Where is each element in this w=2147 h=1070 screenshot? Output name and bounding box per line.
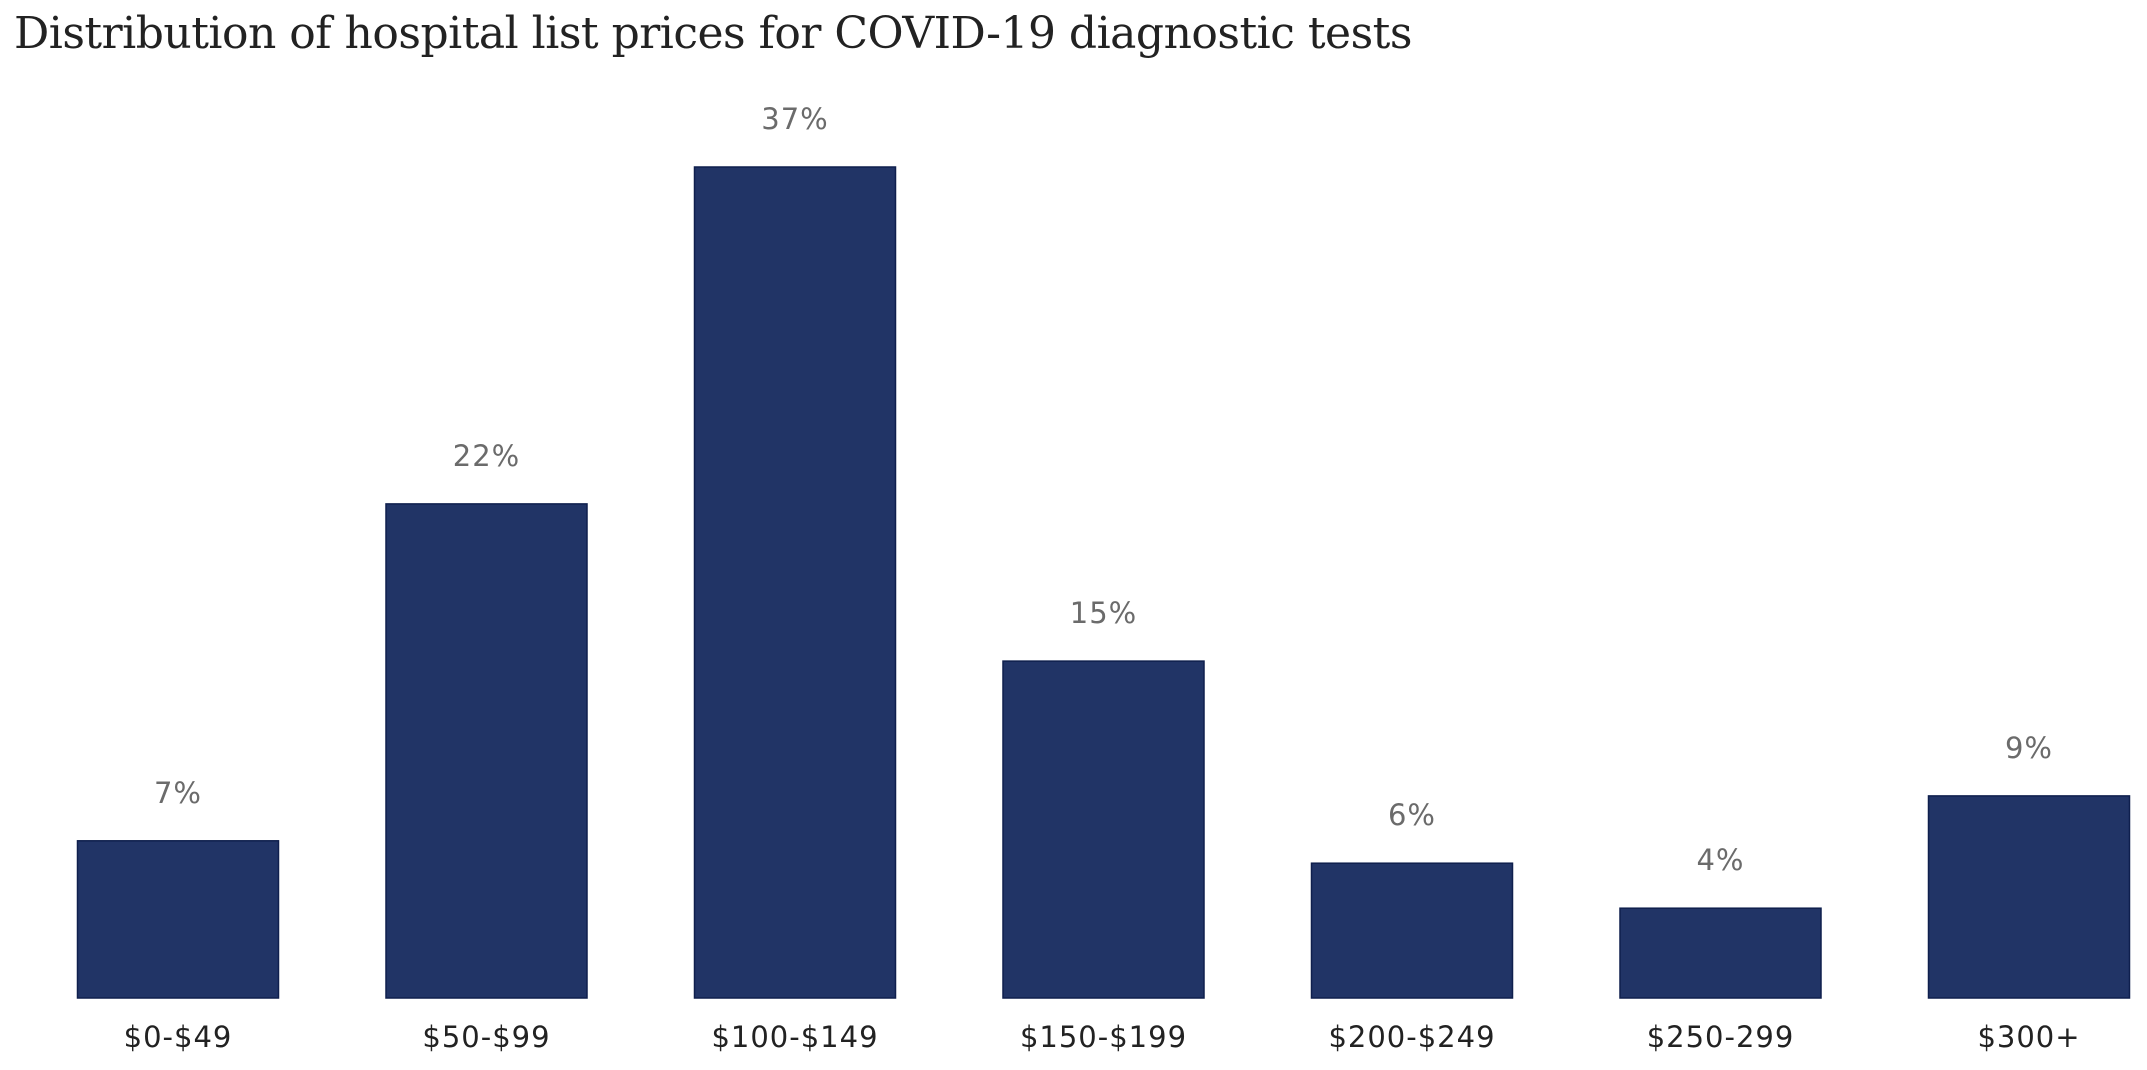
x-tick-label: $50-$99	[422, 1020, 550, 1054]
bar	[693, 166, 897, 999]
x-tick-label: $250-299	[1647, 1020, 1795, 1054]
data-label: 9%	[2005, 731, 2053, 765]
bar	[1310, 862, 1514, 999]
data-label: 15%	[1070, 596, 1137, 630]
x-axis-tick-labels: $0-$49 $50-$99 $100-$149 $150-$199 $200-$249…	[124, 1020, 2080, 1054]
data-label: 7%	[154, 776, 202, 810]
chart-title: Distribution of hospital list prices for…	[14, 8, 1412, 59]
bar	[1619, 907, 1822, 999]
data-label: 22%	[453, 439, 520, 473]
data-labels: 7% 22% 37% 15% 6% 4% 9%	[154, 102, 2053, 877]
x-tick-label: $200-$249	[1328, 1020, 1495, 1054]
x-tick-label: $100-$149	[711, 1020, 878, 1054]
data-label: 6%	[1388, 798, 1436, 832]
data-label: 37%	[761, 102, 828, 136]
data-label: 4%	[1696, 843, 1744, 877]
bar	[385, 503, 588, 999]
bar	[76, 840, 280, 999]
x-tick-label: $0-$49	[124, 1020, 233, 1054]
x-tick-label: $150-$199	[1020, 1020, 1187, 1054]
bar	[1002, 660, 1205, 999]
bar-series	[76, 166, 2131, 999]
x-tick-label: $300+	[1977, 1020, 2080, 1054]
bar	[1927, 795, 2131, 999]
